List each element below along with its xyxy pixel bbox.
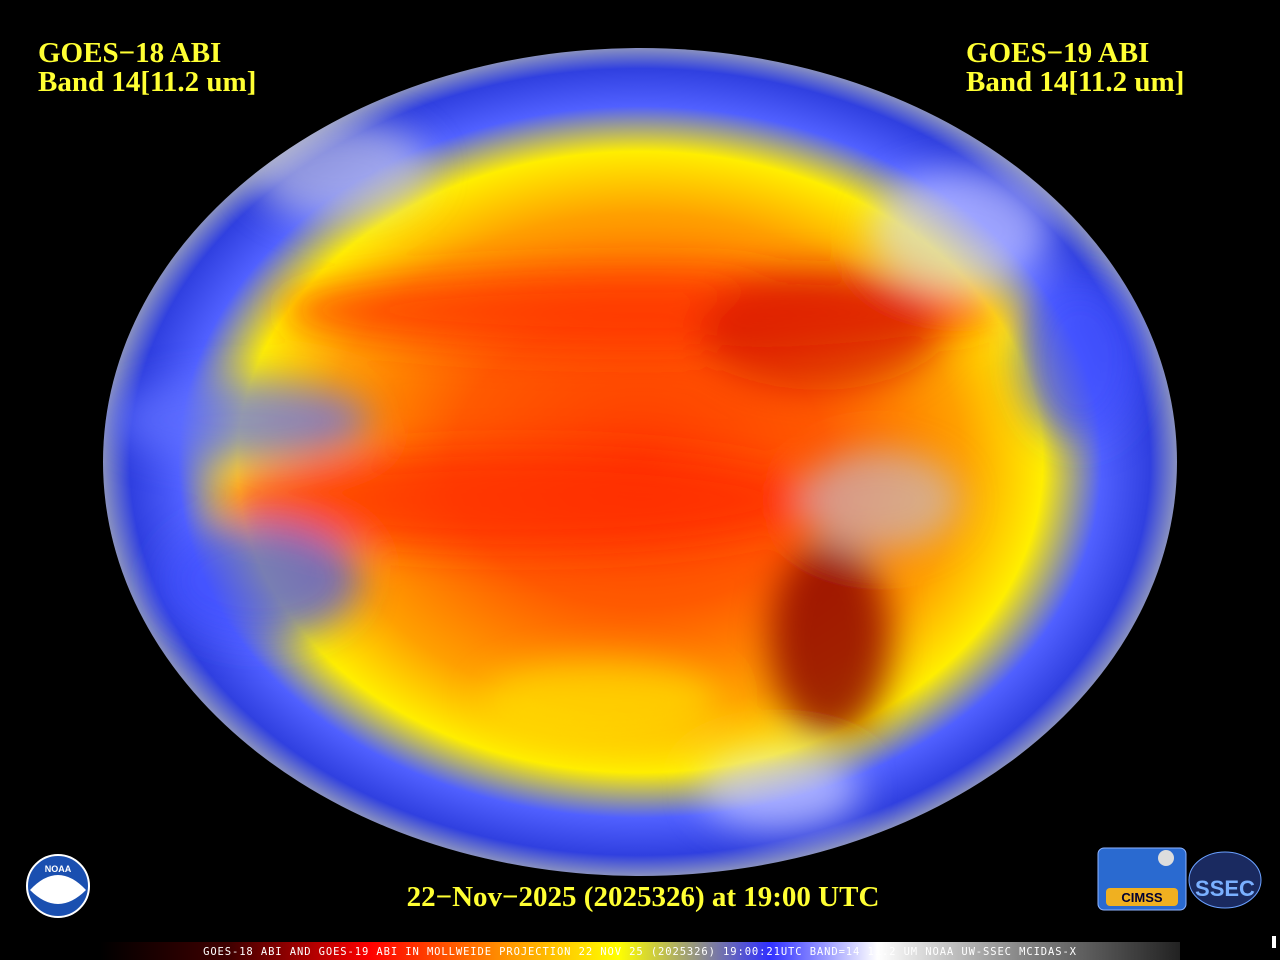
left-band: Band 14[11.2 um] <box>38 66 256 98</box>
cimss-text: CIMSS <box>1121 890 1163 905</box>
footer-caption: GOES-18 ABI AND GOES-19 ABI IN MOLLWEIDE… <box>203 946 1077 958</box>
ssec-text: SSEC <box>1195 876 1255 901</box>
noaa-text: NOAA <box>45 864 72 874</box>
color-bar <box>100 942 1180 960</box>
cloud-patterns <box>110 120 1140 830</box>
noaa-logo: NOAA <box>26 854 90 918</box>
timestamp: 22−Nov−2025 (2025326) at 19:00 UTC <box>407 881 880 913</box>
ssec-logo: SSEC <box>1188 851 1262 909</box>
cimss-logo: CIMSS <box>1097 847 1187 911</box>
left-satellite: GOES−18 ABI <box>38 37 221 69</box>
corner-mark <box>1272 936 1276 948</box>
right-band: Band 14[11.2 um] <box>966 66 1184 98</box>
right-satellite: GOES−19 ABI <box>966 37 1149 69</box>
